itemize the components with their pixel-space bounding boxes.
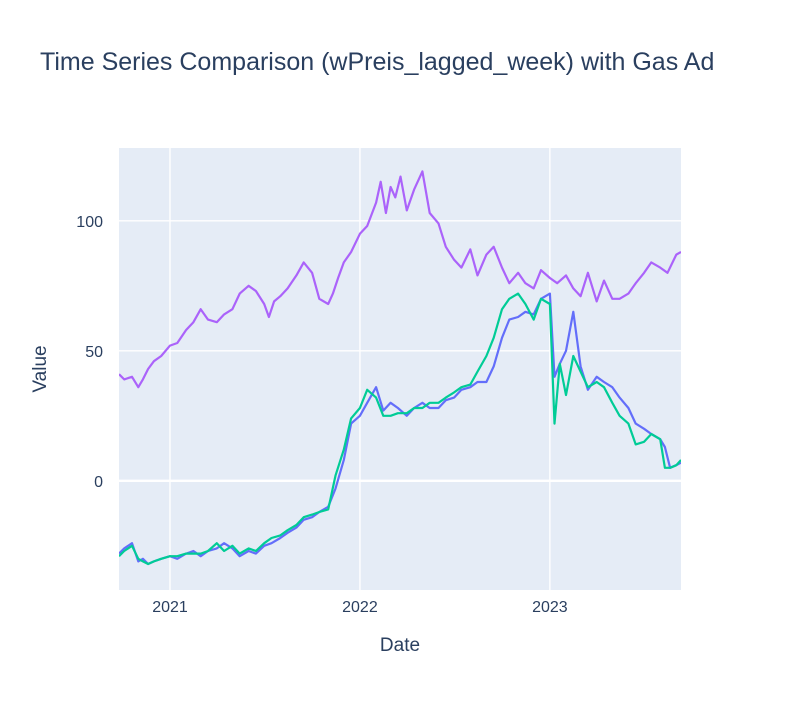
series-lines [119, 170, 681, 566]
x-tick-labels: 2021 2022 2023 [152, 599, 568, 616]
x-axis-title: Date [380, 635, 420, 656]
y-tick-label: 50 [85, 344, 103, 361]
x-tick-label: 2021 [152, 599, 188, 616]
y-tick-labels: 0 50 100 [76, 214, 103, 491]
plot-area-background [119, 148, 681, 590]
y-tick-label: 0 [94, 474, 103, 491]
chart-title: Time Series Comparison (wPreis_lagged_we… [40, 48, 715, 76]
y-axis-title: Value [30, 345, 51, 392]
x-tick-label: 2022 [342, 599, 378, 616]
y-tick-label: 100 [76, 214, 103, 231]
x-tick-label: 2023 [532, 599, 568, 616]
y-gridlines [119, 220, 681, 482]
series-line-purple [119, 170, 681, 389]
x-gridlines [169, 148, 551, 590]
series-line-green [119, 292, 681, 566]
series-line-blue [119, 292, 681, 566]
